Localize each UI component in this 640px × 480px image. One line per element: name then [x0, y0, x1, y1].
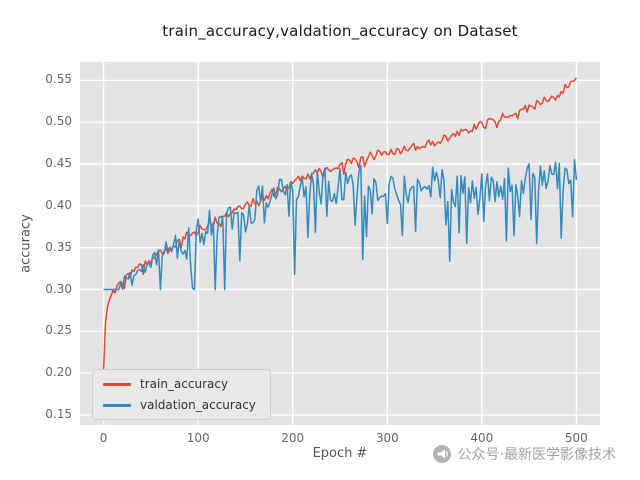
series-line-valdation_accuracy	[103, 158, 578, 291]
series-line-train_accuracy	[102, 77, 578, 370]
y-tick-label: 0.50	[45, 114, 72, 129]
y-tick-label: 0.45	[45, 156, 72, 171]
watermark: 公众号·最新医学影像技术	[432, 444, 616, 464]
megaphone-icon	[432, 445, 451, 463]
y-tick-label: 0.35	[45, 239, 72, 254]
y-axis-label: accuracy	[18, 214, 34, 273]
x-tick-label: 100	[186, 431, 210, 445]
x-tick-label: 0	[99, 431, 108, 445]
y-tick-label: 0.30	[45, 281, 72, 296]
legend-label-validation: valdation_accuracy	[140, 398, 256, 412]
x-tick-label: 500	[564, 431, 588, 445]
chart-title: train_accuracy,valdation_accuracy on Dat…	[162, 22, 518, 40]
y-tick-label: 0.15	[45, 406, 72, 421]
x-tick-label: 300	[375, 431, 399, 445]
legend-label-train: train_accuracy	[140, 377, 229, 391]
watermark-text: 公众号·最新医学影像技术	[457, 447, 616, 463]
y-tick-label: 0.40	[45, 197, 72, 212]
train-line-swatch	[103, 382, 131, 386]
legend: train_accuracy valdation_accuracy	[92, 369, 271, 420]
y-tick-label: 0.55	[45, 72, 72, 87]
y-tick-label: 0.20	[45, 365, 72, 380]
y-tick-label: 0.25	[45, 323, 72, 338]
legend-item-train: train_accuracy	[103, 377, 256, 391]
x-tick-label: 200	[281, 431, 305, 445]
validation-line-swatch	[103, 403, 131, 407]
legend-item-validation: valdation_accuracy	[103, 398, 256, 412]
x-axis-label: Epoch #	[312, 446, 368, 461]
plot-area	[80, 62, 600, 425]
x-tick-label: 400	[470, 431, 494, 445]
